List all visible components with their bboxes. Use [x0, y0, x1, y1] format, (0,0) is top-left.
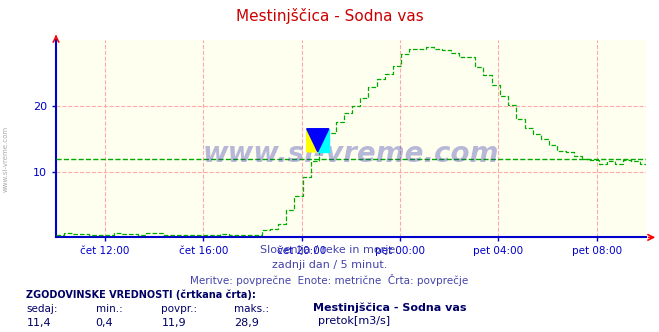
Text: www.si-vreme.com: www.si-vreme.com — [2, 126, 9, 193]
Text: 0,4: 0,4 — [96, 318, 113, 328]
Text: Slovenija / reke in morje.: Slovenija / reke in morje. — [260, 245, 399, 255]
Polygon shape — [306, 129, 318, 152]
Text: 28,9: 28,9 — [234, 318, 259, 328]
Text: min.:: min.: — [96, 304, 123, 314]
Polygon shape — [318, 129, 329, 152]
Text: Meritve: povprečne  Enote: metrične  Črta: povprečje: Meritve: povprečne Enote: metrične Črta:… — [190, 274, 469, 286]
Text: ZGODOVINSKE VREDNOSTI (črtkana črta):: ZGODOVINSKE VREDNOSTI (črtkana črta): — [26, 290, 256, 300]
Text: sedaj:: sedaj: — [26, 304, 58, 314]
Text: www.si-vreme.com: www.si-vreme.com — [203, 140, 499, 168]
Text: maks.:: maks.: — [234, 304, 269, 314]
Text: povpr.:: povpr.: — [161, 304, 198, 314]
Text: Mestinjščica - Sodna vas: Mestinjščica - Sodna vas — [236, 8, 423, 24]
Text: 11,4: 11,4 — [26, 318, 51, 328]
Text: zadnji dan / 5 minut.: zadnji dan / 5 minut. — [272, 260, 387, 270]
Polygon shape — [306, 129, 329, 152]
Text: Mestinjščica - Sodna vas: Mestinjščica - Sodna vas — [313, 302, 467, 313]
Text: 11,9: 11,9 — [161, 318, 186, 328]
Text: pretok[m3/s]: pretok[m3/s] — [318, 316, 389, 326]
